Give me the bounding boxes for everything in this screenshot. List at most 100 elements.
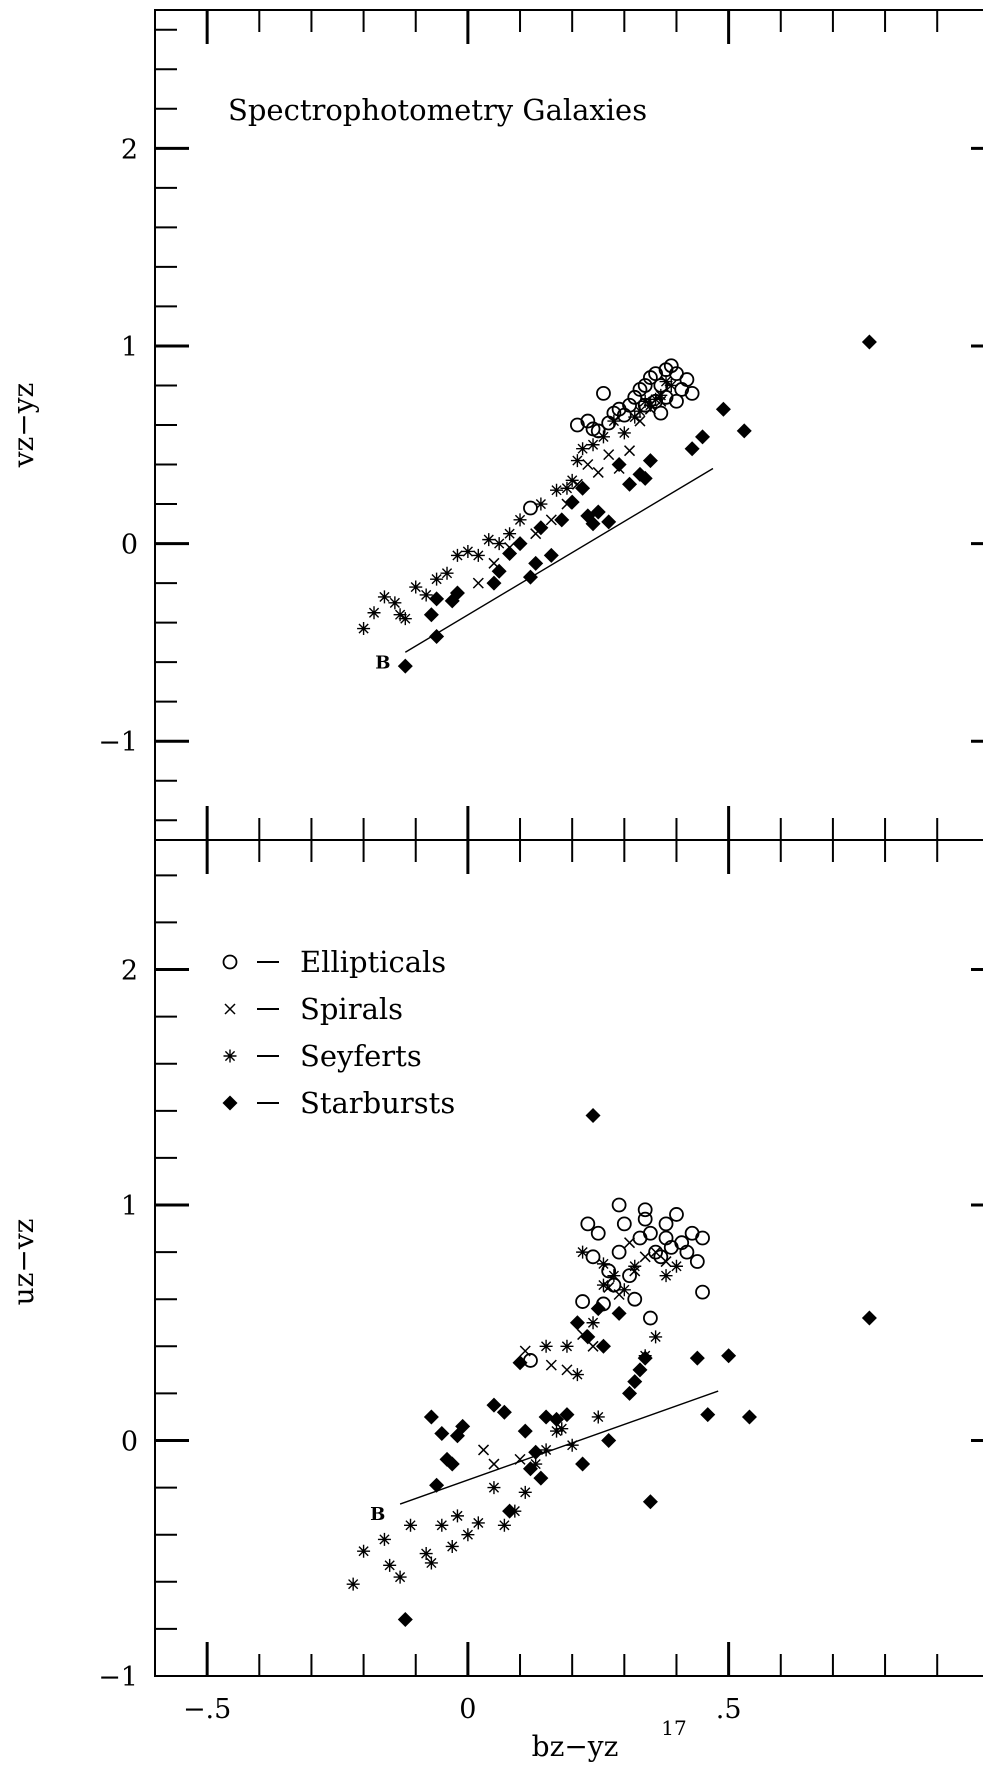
data-point-asterisk: [607, 1269, 621, 1283]
data-point-open-circle: [669, 393, 684, 409]
x-tick-label: 0: [459, 1694, 476, 1725]
legend-label: Ellipticals: [300, 945, 446, 979]
data-point-asterisk: [482, 533, 496, 547]
data-point-asterisk: [461, 1528, 475, 1542]
data-point-filled-diamond: [429, 1477, 445, 1493]
data-point-cross: [587, 1340, 599, 1352]
data-point-asterisk: [419, 588, 433, 602]
data-point-filled-diamond: [559, 1407, 575, 1423]
data-point-filled-diamond: [585, 1108, 601, 1124]
data-point-asterisk: [518, 1485, 532, 1499]
legend-marker-filled-diamond: [222, 1095, 238, 1111]
bottom-panel-y-tick-labels: −1 0 1 2: [98, 956, 138, 1693]
y-tick-label: −1: [98, 1662, 138, 1693]
bottom-panel: −1 0 1 2 −.5 0 .5 1 B Ellipticals Spirals Seyfer…: [7, 839, 983, 1763]
data-point-filled-diamond: [611, 457, 627, 473]
data-point-filled-diamond: [741, 1409, 757, 1425]
data-point-filled-diamond: [637, 470, 653, 486]
data-point-open-circle: [663, 358, 679, 374]
data-point-asterisk: [529, 1457, 543, 1471]
data-point-asterisk: [649, 1330, 663, 1344]
data-point-filled-diamond: [861, 334, 877, 350]
data-point-open-circle: [679, 372, 695, 387]
data-point-asterisk: [450, 1509, 464, 1523]
top-reference-line: [404, 467, 714, 653]
data-point-filled-diamond: [590, 1301, 606, 1317]
data-point-asterisk: [534, 497, 548, 511]
data-point-asterisk: [586, 1316, 600, 1330]
data-point-filled-diamond: [549, 1411, 565, 1427]
data-point-filled-diamond: [423, 607, 439, 623]
data-point-open-circle: [653, 1249, 669, 1265]
data-point-filled-diamond: [512, 536, 528, 552]
legend-label: Starbursts: [300, 1086, 455, 1120]
bottom-panel-x-tick-labels: −.5 0 .5 1: [183, 1694, 983, 1725]
data-point-filled-diamond: [533, 1470, 549, 1486]
data-point-open-circle: [611, 1197, 627, 1213]
data-point-asterisk: [638, 394, 652, 408]
x-tick-label: .5: [716, 1694, 742, 1725]
data-point-filled-diamond: [429, 628, 445, 644]
data-point-cross: [639, 1251, 651, 1263]
y-tick-label: −1: [98, 727, 138, 758]
data-point-cross: [650, 1246, 662, 1258]
data-point-asterisk: [461, 544, 475, 558]
data-point-asterisk: [596, 1257, 610, 1271]
data-point-filled-diamond: [543, 547, 559, 563]
top-y-axis-label: vz−yz: [7, 383, 40, 469]
data-point-asterisk: [357, 1544, 371, 1558]
data-point-filled-diamond: [522, 1461, 538, 1477]
data-point-asterisk: [409, 580, 423, 594]
data-point-open-circle: [622, 397, 637, 413]
data-point-open-circle: [695, 1230, 710, 1246]
y-tick-label: 2: [121, 134, 138, 165]
data-point-filled-diamond: [397, 1611, 413, 1627]
data-point-filled-diamond: [632, 1362, 648, 1378]
top-panel-ticks: [155, 10, 983, 840]
data-point-filled-diamond: [642, 453, 658, 469]
y-tick-label: 0: [121, 1427, 138, 1458]
data-point-open-circle: [684, 385, 700, 401]
data-point-asterisk: [596, 1278, 610, 1292]
data-point-open-circle: [575, 1294, 591, 1309]
data-point-asterisk: [659, 375, 673, 389]
data-point-cross: [488, 1458, 500, 1470]
data-point-open-circle: [616, 1216, 632, 1232]
data-point-open-circle: [658, 1216, 674, 1232]
data-point-asterisk: [471, 1516, 485, 1530]
bottom-panel-points: [346, 1108, 877, 1627]
data-point-filled-diamond: [611, 1305, 627, 1321]
data-point-filled-diamond: [423, 1409, 439, 1425]
data-point-asterisk: [628, 1259, 642, 1273]
data-point-open-circle: [523, 1353, 538, 1368]
data-point-filled-diamond: [637, 1350, 653, 1366]
data-point-asterisk: [570, 454, 584, 468]
legend-marker-open-circle: [222, 954, 238, 970]
top-panel-y-tick-labels: −1 0 1 2: [98, 134, 138, 758]
data-point-open-circle: [637, 1202, 653, 1218]
data-point-filled-diamond: [444, 1456, 460, 1472]
data-point-cross: [582, 458, 594, 471]
data-point-asterisk: [357, 622, 371, 636]
data-point-open-circle: [689, 1254, 705, 1269]
data-point-filled-diamond: [595, 1338, 611, 1354]
data-point-open-circle: [695, 1284, 710, 1300]
data-point-filled-diamond: [585, 516, 601, 532]
data-point-filled-diamond: [700, 1407, 716, 1423]
data-point-filled-diamond: [575, 480, 591, 496]
data-point-asterisk: [565, 473, 579, 487]
data-point-filled-diamond: [538, 1409, 554, 1425]
legend-label: Seyferts: [300, 1039, 422, 1073]
data-point-filled-diamond: [522, 569, 538, 585]
data-point-open-circle: [642, 1225, 658, 1241]
data-point-open-circle: [679, 1244, 695, 1260]
data-point-cross: [545, 1359, 557, 1371]
data-point-filled-diamond: [434, 1425, 450, 1441]
data-point-filled-diamond: [502, 545, 518, 561]
data-point-asterisk: [596, 430, 610, 444]
data-point-cross: [561, 1364, 573, 1376]
data-point-filled-diamond: [695, 429, 711, 445]
data-point-asterisk: [398, 612, 412, 626]
bottom-y-axis-label: uz−vz: [7, 1219, 40, 1306]
data-point-filled-diamond: [486, 1397, 502, 1413]
